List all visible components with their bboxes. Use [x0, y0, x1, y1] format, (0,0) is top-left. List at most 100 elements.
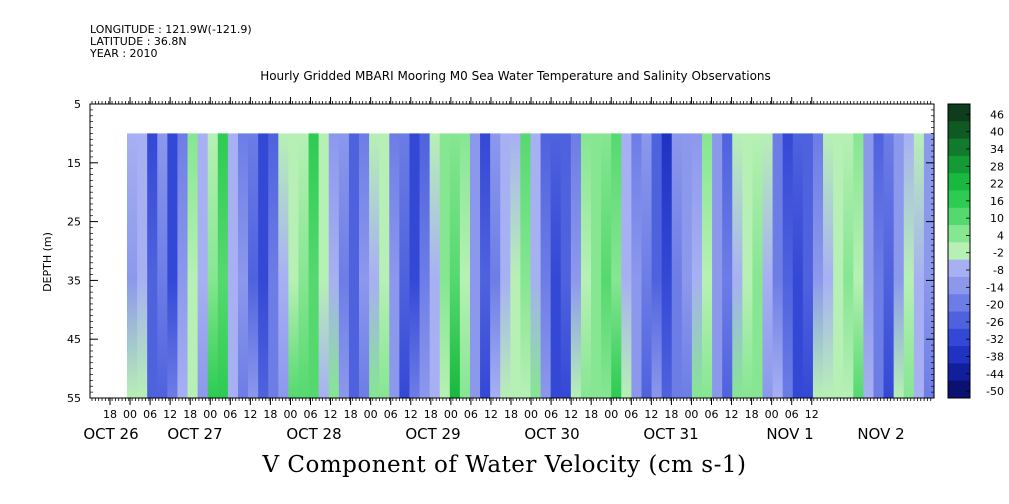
colorbar-swatch [948, 276, 970, 295]
x-tick-label: 00 [604, 408, 618, 421]
heatmap-column [187, 133, 199, 398]
heatmap-column [591, 133, 602, 398]
colorbar-swatch [948, 104, 970, 122]
heatmap-column [308, 133, 320, 398]
heatmap-column [248, 133, 259, 398]
heatmap-column [318, 133, 330, 398]
x-tick-label: 06 [143, 408, 157, 421]
colorbar-label: -20 [986, 299, 1004, 312]
heatmap-column [742, 133, 754, 398]
heatmap-column [359, 133, 370, 398]
y-tick-label: 35 [67, 274, 81, 287]
colorbar-swatch [948, 363, 970, 382]
x-tick-label: 00 [283, 408, 297, 421]
heatmap-column [611, 133, 622, 398]
heatmap-column [863, 133, 875, 398]
colorbar-label: -32 [986, 333, 1004, 346]
x-tick-label: 12 [564, 408, 578, 421]
heatmap-column [772, 133, 784, 398]
colorbar-label: -26 [986, 316, 1004, 329]
colorbar-swatch [948, 328, 970, 347]
heatmap-column [147, 133, 158, 398]
heatmap-column [540, 133, 552, 398]
latitude-label: LATITUDE : 36.8N [90, 35, 187, 48]
heatmap-column [661, 133, 673, 398]
x-day-label: OCT 31 [643, 425, 698, 443]
colorbar-swatch [948, 225, 970, 243]
heatmap-column [923, 133, 935, 398]
heatmap-column [217, 133, 229, 398]
chart-title: Hourly Gridded MBARI Mooring M0 Sea Wate… [260, 69, 771, 83]
x-day-label: NOV 2 [857, 425, 904, 443]
x-tick-label: 12 [324, 408, 338, 421]
heatmap-column [560, 133, 572, 398]
colorbar-label: -50 [986, 385, 1004, 398]
x-tick-label: 06 [223, 408, 237, 421]
x-day-label: OCT 28 [286, 425, 341, 443]
colorbar-swatch [948, 242, 970, 261]
heatmap-column [853, 133, 864, 398]
heatmap-column [480, 133, 491, 398]
heatmap-column [137, 133, 148, 398]
heatmap-column [409, 133, 421, 398]
x-tick-label: 00 [444, 408, 458, 421]
heatmap-column [399, 133, 411, 398]
heatmap-column [722, 133, 733, 398]
metadata-block: LONGITUDE : 121.9W(-121.9) LATITUDE : 36… [90, 24, 252, 60]
x-tick-label: 12 [805, 408, 819, 421]
heatmap-column [389, 133, 400, 398]
heatmap-column [268, 133, 279, 398]
y-tick-label: 15 [67, 157, 81, 170]
x-day-label: OCT 26 [83, 425, 138, 443]
colorbar-swatch [948, 346, 970, 364]
y-axis-label: DEPTH (m) [41, 232, 54, 292]
heatmap-column [369, 133, 380, 398]
heatmap-column [580, 133, 592, 398]
heatmap-column [167, 133, 179, 398]
heatmap-column [127, 133, 138, 398]
x-tick-label: 00 [524, 408, 538, 421]
x-tick-label: 06 [464, 408, 478, 421]
x-tick-label: 00 [123, 408, 137, 421]
colorbar-label: 4 [997, 229, 1004, 242]
heatmap-column [621, 133, 632, 398]
heatmap-column [520, 133, 532, 398]
heatmap-column [237, 133, 249, 398]
heatmap-column [177, 133, 189, 398]
heatmap-column [812, 133, 824, 398]
x-tick-label: 06 [705, 408, 719, 421]
x-tick-label: 18 [103, 408, 117, 421]
heatmap-column [883, 133, 895, 398]
colorbar-frame [947, 103, 971, 399]
colorbar-swatch [948, 380, 970, 399]
colorbar-label: -14 [986, 281, 1004, 294]
colorbar-label: 34 [990, 143, 1004, 156]
heatmap-column [712, 133, 723, 398]
heatmap-column [500, 133, 511, 398]
x-tick-label: 00 [203, 408, 217, 421]
heatmap-column [833, 133, 844, 398]
colorbar-label: 46 [990, 108, 1004, 121]
colorbar-label: -8 [993, 264, 1004, 277]
heatmap-column [328, 133, 340, 398]
x-tick-label: 18 [584, 408, 598, 421]
heatmap-column [459, 133, 471, 398]
y-tick-label: 5 [74, 98, 81, 111]
x-tick-label: 12 [243, 408, 257, 421]
heatmap-column [913, 133, 925, 398]
x-tick-label: 18 [745, 408, 759, 421]
colorbar-label: -44 [986, 368, 1004, 381]
heatmap-column [227, 133, 239, 398]
heatmap-column [752, 133, 764, 398]
x-day-label: OCT 27 [167, 425, 222, 443]
variable-title: V Component of Water Velocity (cm s-1) [262, 452, 747, 478]
colorbar-swatch [948, 207, 970, 226]
x-tick-label: 12 [644, 408, 658, 421]
x-tick-label: 18 [424, 408, 438, 421]
heatmap-column [601, 133, 612, 398]
heatmap-column [570, 133, 582, 398]
colorbar-swatch [948, 138, 970, 157]
heatmap-column [843, 133, 854, 398]
x-tick-label: 00 [684, 408, 698, 421]
